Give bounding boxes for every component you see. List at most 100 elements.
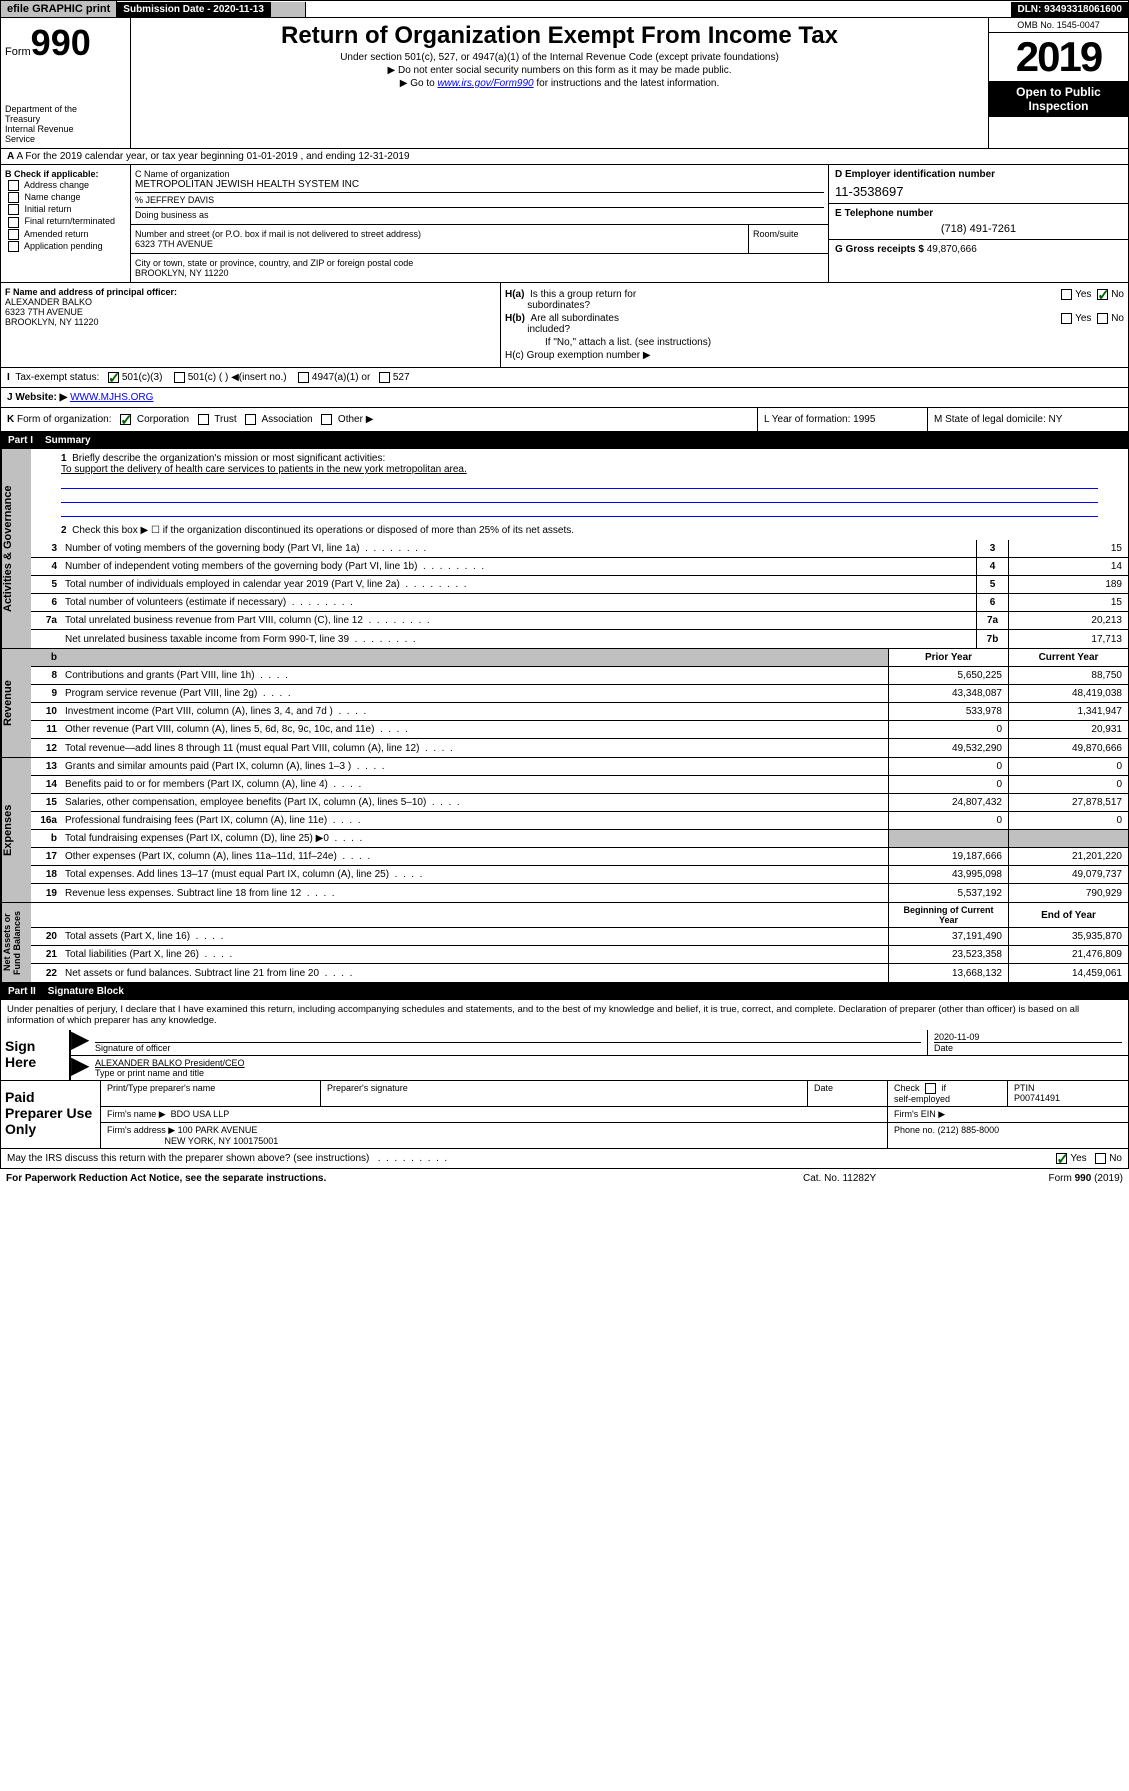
part1-header: Part I Summary xyxy=(0,432,1129,449)
prep-date-label: Date xyxy=(808,1081,888,1106)
line-item: 18Total expenses. Add lines 13–17 (must … xyxy=(31,866,1128,884)
netassets-label: Net Assets orFund Balances xyxy=(1,903,31,982)
self-employed: Check ifself-employed xyxy=(888,1081,1008,1106)
line-item: 5Total number of individuals employed in… xyxy=(31,576,1128,594)
sig-date: 2020-11-09 xyxy=(934,1032,979,1042)
firm-phone: Phone no. (212) 885-8000 xyxy=(888,1123,1128,1148)
gross-receipts: 49,870,666 xyxy=(927,244,977,255)
name-change-opt[interactable]: Name change xyxy=(25,192,81,202)
care-of: % JEFFREY DAVIS xyxy=(135,192,824,205)
final-return-opt[interactable]: Final return/terminated xyxy=(25,216,116,226)
prep-sig-label: Preparer's signature xyxy=(321,1081,808,1106)
end-year-header: End of Year xyxy=(1008,903,1128,927)
omb-number: OMB No. 1545-0047 xyxy=(989,18,1128,33)
line-item: 19Revenue less expenses. Subtract line 1… xyxy=(31,884,1128,902)
line-item: 8Contributions and grants (Part VIII, li… xyxy=(31,667,1128,685)
netassets-section: Net Assets orFund Balances Beginning of … xyxy=(0,903,1129,983)
row-a-tax-year: A A For the 2019 calendar year, or tax y… xyxy=(0,149,1129,165)
line-item: 3Number of voting members of the governi… xyxy=(31,540,1128,558)
mission-text: To support the delivery of health care s… xyxy=(61,464,467,475)
sign-here-label: Sign Here xyxy=(1,1030,71,1080)
form-footer: Form 990 (2019) xyxy=(983,1173,1123,1184)
ptin-cell: PTINP00741491 xyxy=(1008,1081,1128,1106)
box-b: B Check if applicable: Address change Na… xyxy=(1,165,131,282)
expenses-section: Expenses 13Grants and similar amounts pa… xyxy=(0,758,1129,903)
line-item: 14Benefits paid to or for members (Part … xyxy=(31,776,1128,794)
box-m: M State of legal domicile: NY xyxy=(928,408,1128,431)
officer-name: ALEXANDER BALKO xyxy=(5,297,92,307)
sign-here-section: Sign Here ▶ Signature of officer 2020-11… xyxy=(0,1030,1129,1081)
sig-officer-label: Signature of officer xyxy=(95,1042,921,1053)
begin-year-header: Beginning of Current Year xyxy=(888,903,1008,927)
box-k: K Form of organization: Corporation Trus… xyxy=(1,408,758,431)
submission-date-spacer xyxy=(271,2,306,17)
line-item: 15Salaries, other compensation, employee… xyxy=(31,794,1128,812)
form-title: Return of Organization Exempt From Incom… xyxy=(135,22,984,50)
form-header: Form990 Department of theTreasuryInterna… xyxy=(0,18,1129,149)
dba: Doing business as xyxy=(135,207,824,220)
governance-section: Activities & Governance 1 Briefly descri… xyxy=(0,449,1129,649)
cat-no: Cat. No. 11282Y xyxy=(803,1173,983,1184)
line-item: 4Number of independent voting members of… xyxy=(31,558,1128,576)
revenue-section: Revenue b Prior Year Current Year 8Contr… xyxy=(0,649,1129,758)
form-subtitle: Under section 501(c), 527, or 4947(a)(1)… xyxy=(135,52,984,63)
department: Department of theTreasuryInternal Revenu… xyxy=(5,104,126,144)
line-item: 7aTotal unrelated business revenue from … xyxy=(31,612,1128,630)
box-d: D Employer identification number 11-3538… xyxy=(829,165,1128,204)
line-item: 22Net assets or fund balances. Subtract … xyxy=(31,964,1128,982)
line-item: Net unrelated business taxable income fr… xyxy=(31,630,1128,648)
org-name: METROPOLITAN JEWISH HEALTH SYSTEM INC xyxy=(135,179,824,190)
part2-header: Part II Signature Block xyxy=(0,983,1129,1000)
form-note2: ▶ Go to www.irs.gov/Form990 for instruct… xyxy=(135,78,984,89)
efile-label[interactable]: efile GRAPHIC print xyxy=(1,1,117,17)
city-state-zip: BROOKLYN, NY 11220 xyxy=(135,268,824,278)
line-item: bTotal fundraising expenses (Part IX, co… xyxy=(31,830,1128,848)
line-item: 10Investment income (Part VIII, column (… xyxy=(31,703,1128,721)
paid-prep-label: Paid Preparer Use Only xyxy=(1,1081,101,1148)
app-pending-opt[interactable]: Application pending xyxy=(24,241,103,251)
line-item: 13Grants and similar amounts paid (Part … xyxy=(31,758,1128,776)
website-link[interactable]: WWW.MJHS.ORG xyxy=(70,392,153,403)
firm-ein: Firm's EIN ▶ xyxy=(888,1107,1128,1122)
box-h: H(a) Is this a group return for subordin… xyxy=(501,283,1128,367)
addr-change-opt[interactable]: Address change xyxy=(24,180,89,190)
discuss-row: May the IRS discuss this return with the… xyxy=(0,1149,1129,1169)
submission-date: Submission Date - 2020-11-13 xyxy=(117,2,271,17)
room-suite: Room/suite xyxy=(748,225,828,254)
line1-label: Briefly describe the organization's miss… xyxy=(72,453,385,464)
firm-address: Firm's address ▶ 100 PARK AVENUE NEW YOR… xyxy=(101,1123,888,1148)
officer-typed-name: ALEXANDER BALKO President/CEO xyxy=(95,1058,245,1068)
tax-exempt-row: I Tax-exempt status: 501(c)(3) 501(c) ( … xyxy=(0,368,1129,388)
irs-link[interactable]: www.irs.gov/Form990 xyxy=(437,78,533,89)
open-public: Open to Public Inspection xyxy=(989,81,1128,117)
form-number: Form990 xyxy=(5,22,126,64)
line-item: 12Total revenue—add lines 8 through 11 (… xyxy=(31,739,1128,757)
governance-label: Activities & Governance xyxy=(1,449,31,648)
line-item: 6Total number of volunteers (estimate if… xyxy=(31,594,1128,612)
prior-year-header: Prior Year xyxy=(888,649,1008,666)
current-year-header: Current Year xyxy=(1008,649,1128,666)
ein-value: 11-3538697 xyxy=(835,184,1122,199)
footer: For Paperwork Reduction Act Notice, see … xyxy=(0,1169,1129,1188)
line-item: 16aProfessional fundraising fees (Part I… xyxy=(31,812,1128,830)
amended-opt[interactable]: Amended return xyxy=(24,229,89,239)
top-bar: efile GRAPHIC print Submission Date - 20… xyxy=(0,0,1129,18)
city-block: City or town, state or province, country… xyxy=(131,254,828,282)
street-address: 6323 7TH AVENUE xyxy=(135,239,744,249)
website-row: J Website: ▶ WWW.MJHS.ORG xyxy=(0,388,1129,408)
line-item: 20Total assets (Part X, line 16) . . . .… xyxy=(31,928,1128,946)
tax-year: 2019 xyxy=(989,33,1128,81)
box-f: F Name and address of principal officer:… xyxy=(1,283,501,367)
line-item: 21Total liabilities (Part X, line 26) . … xyxy=(31,946,1128,964)
line-item: 9Program service revenue (Part VIII, lin… xyxy=(31,685,1128,703)
box-g: G Gross receipts $ 49,870,666 xyxy=(829,240,1128,259)
line-item: 17Other expenses (Part IX, column (A), l… xyxy=(31,848,1128,866)
initial-return-opt[interactable]: Initial return xyxy=(25,204,72,214)
revenue-label: Revenue xyxy=(1,649,31,757)
firm-name: Firm's name ▶ BDO USA LLP xyxy=(101,1107,888,1122)
line2-label: Check this box ▶ ☐ if the organization d… xyxy=(72,525,574,536)
box-l: L Year of formation: 1995 xyxy=(758,408,928,431)
perjury-text: Under penalties of perjury, I declare th… xyxy=(0,1000,1129,1030)
box-c-name: C Name of organization METROPOLITAN JEWI… xyxy=(131,165,828,225)
section-bcde: B Check if applicable: Address change Na… xyxy=(0,165,1129,282)
